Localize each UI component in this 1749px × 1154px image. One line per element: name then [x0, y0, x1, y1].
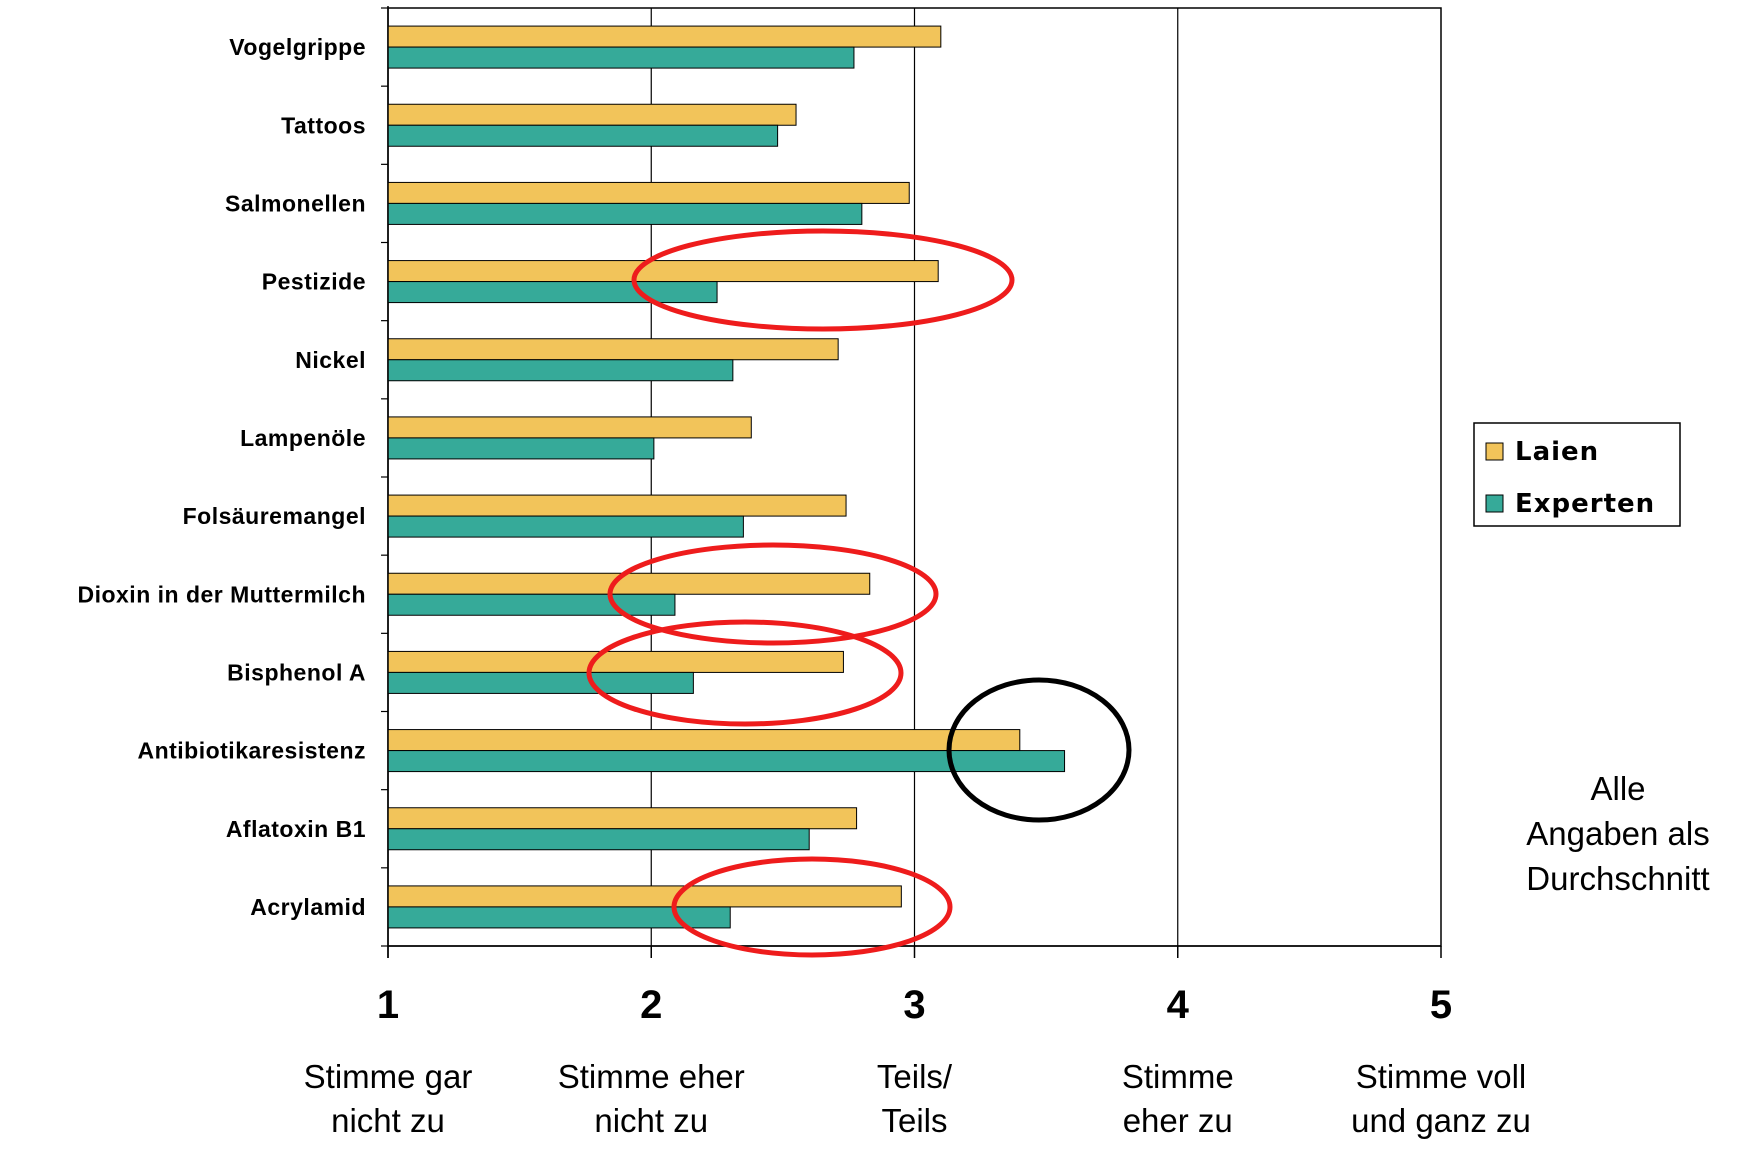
bar-experten-antibiotikaresistenz — [387, 750, 1066, 773]
x-tick-label: 4 — [1167, 983, 1190, 1027]
note-line: Alle — [1590, 770, 1645, 807]
bar-laien-salmonellen — [387, 181, 910, 204]
highlight-ellipse-dioxin-in-der-muttermilch — [607, 542, 939, 646]
scale-description: Teils/ — [877, 1058, 953, 1095]
legend-box — [1473, 422, 1681, 527]
highlight-ellipse-pestizide — [631, 228, 1015, 332]
highlight-layer — [586, 228, 1132, 958]
scale-description: nicht zu — [331, 1102, 445, 1139]
category-label: Dioxin in der Muttermilch — [77, 581, 366, 607]
scale-description: nicht zu — [594, 1102, 708, 1139]
highlight-ellipse-bisphenol-a — [586, 619, 904, 727]
highlight-ellipse-acrylamid — [671, 856, 953, 958]
scale-description: Stimme eher — [558, 1058, 745, 1095]
note-line: Durchschnitt — [1526, 860, 1709, 897]
bar-experten-salmonellen — [387, 202, 863, 225]
category-label: Aflatoxin B1 — [226, 816, 366, 842]
bar-laien-tattoos — [387, 103, 797, 126]
scale-description: Stimme — [1122, 1058, 1234, 1095]
bar-laien-bisphenol-a — [387, 650, 844, 673]
bar-laien-nickel — [387, 338, 839, 361]
category-label: Bisphenol A — [227, 659, 366, 685]
x-tick-label: 5 — [1430, 983, 1452, 1027]
note-line: Angaben als — [1526, 815, 1709, 852]
bar-experten-nickel — [387, 359, 734, 382]
bar-experten-aflatoxin-b1 — [387, 828, 810, 851]
bar-experten-vogelgrippe — [387, 46, 855, 69]
bar-laien-lampenole — [387, 416, 752, 439]
category-label: Lampenöle — [240, 425, 366, 451]
category-label: Pestizide — [262, 269, 366, 295]
scale-description: Stimme voll — [1356, 1058, 1527, 1095]
scale-description: Stimme gar — [304, 1058, 473, 1095]
category-label: Vogelgrippe — [229, 34, 366, 60]
note: Alle Angaben als Durchschnitt — [1526, 770, 1709, 897]
bar-experten-lampenole — [387, 437, 655, 460]
legend-label-laien: Laien — [1515, 437, 1599, 467]
bar-experten-folsauremangel — [387, 515, 744, 538]
bar-experten-pestizide — [387, 281, 718, 304]
category-label: Tattoos — [281, 112, 366, 138]
category-label: Folsäuremangel — [183, 503, 366, 529]
x-tick-label: 3 — [903, 983, 925, 1027]
bar-laien-aflatoxin-b1 — [387, 807, 858, 830]
x-tick-label: 2 — [640, 983, 662, 1027]
bar-laien-pestizide — [387, 260, 939, 283]
bar-laien-antibiotikaresistenz — [387, 729, 1021, 752]
category-label: Salmonellen — [225, 190, 366, 216]
bar-laien-folsauremangel — [387, 494, 847, 517]
axis-layer — [381, 6, 1442, 958]
scale-description: und ganz zu — [1351, 1102, 1531, 1139]
bar-experten-tattoos — [387, 124, 779, 147]
x-tick-label: 1 — [377, 983, 399, 1027]
highlight-ellipse-antibiotikaresistenz — [946, 677, 1132, 823]
legend: Laien Experten — [1473, 422, 1681, 527]
legend-swatch-laien — [1485, 442, 1504, 461]
category-label: Antibiotikaresistenz — [137, 738, 366, 764]
grid-layer — [387, 7, 1442, 947]
scale-description: Teils — [881, 1102, 947, 1139]
bars-layer — [387, 25, 1066, 929]
bar-experten-bisphenol-a — [387, 671, 694, 694]
bar-laien-dioxin-in-der-muttermilch — [387, 572, 871, 595]
bar-experten-dioxin-in-der-muttermilch — [387, 593, 676, 616]
labels-layer: 1 Stimme gar nicht zu 2 Stimme eher nicht zu 3… — [77, 34, 1530, 1139]
legend-label-experten: Experten — [1515, 489, 1655, 519]
legend-swatch-experten — [1485, 494, 1504, 513]
category-label: Nickel — [295, 347, 366, 373]
category-label: Acrylamid — [250, 894, 366, 920]
scale-description: eher zu — [1123, 1102, 1233, 1139]
bar-laien-vogelgrippe — [387, 25, 942, 48]
bar-laien-acrylamid — [387, 885, 902, 908]
